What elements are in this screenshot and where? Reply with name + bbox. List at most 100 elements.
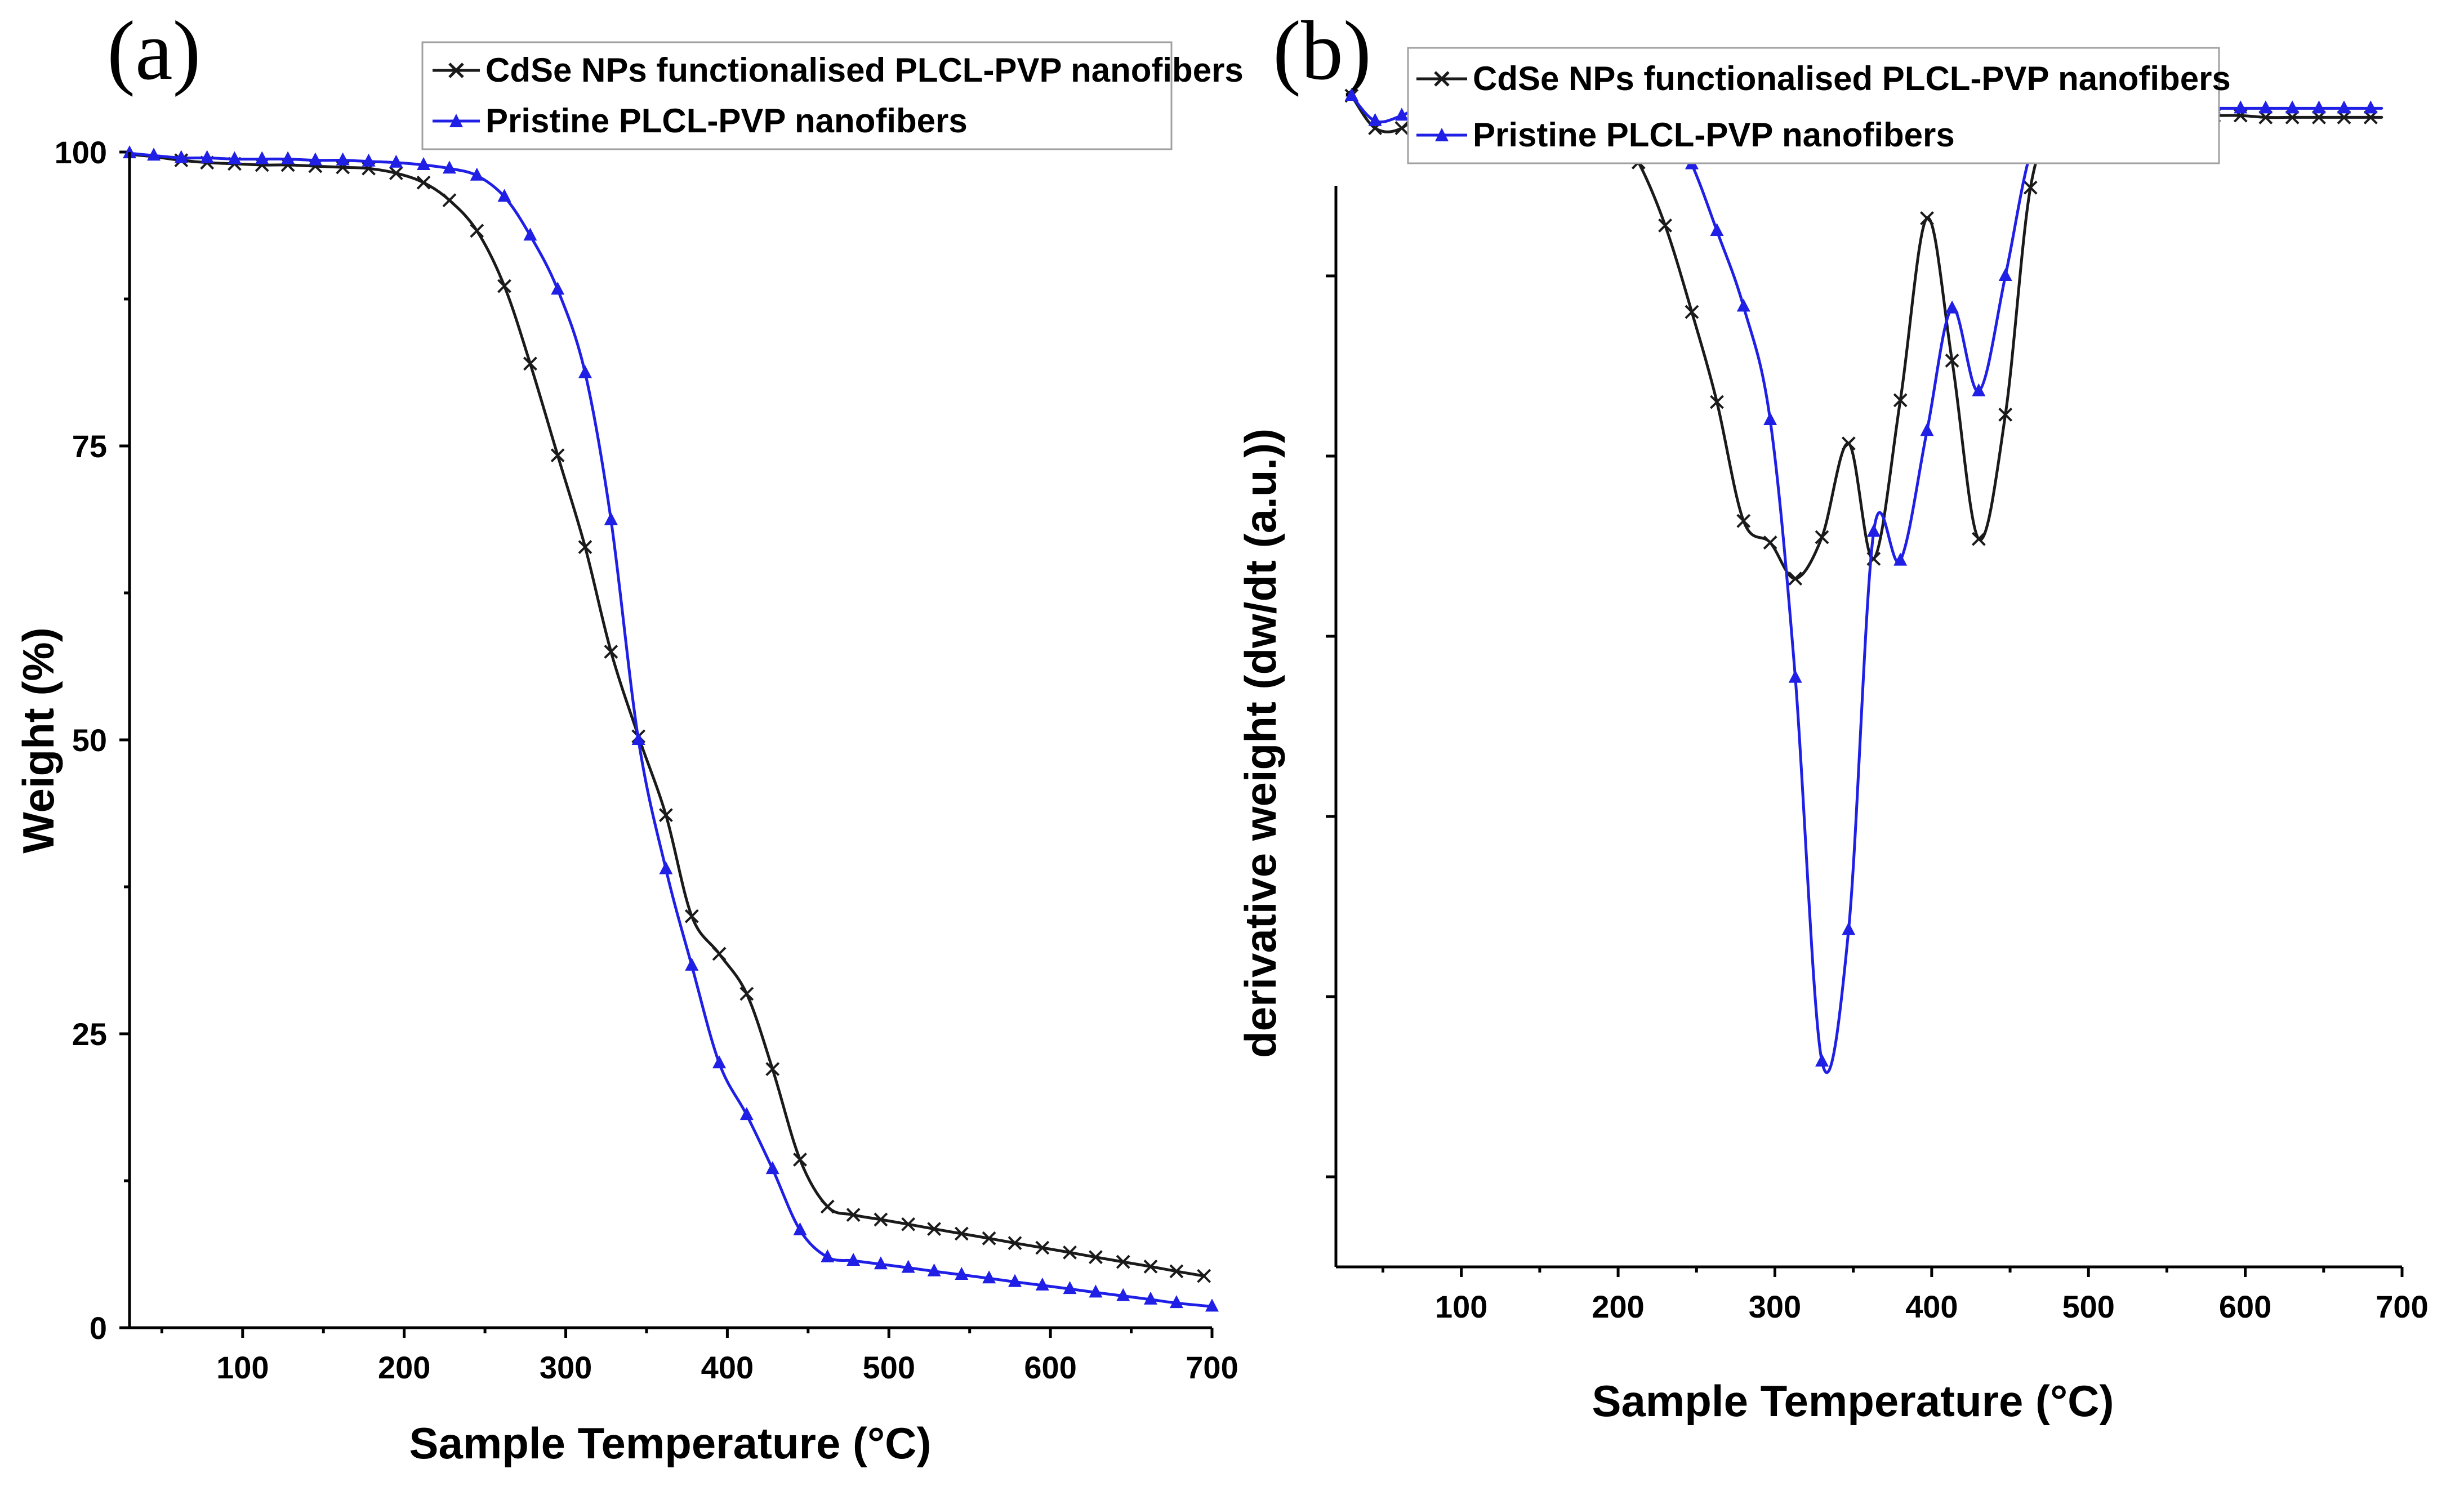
panel-a-legend-marker-x-icon <box>448 63 464 78</box>
panel-a-point-pristine <box>659 861 673 874</box>
panel-a-point-pristine <box>417 157 431 170</box>
panel-a-series-line-cdse <box>128 153 1206 1278</box>
panel-a: (a) 100 200 300 400 500 600 700 0 25 50 75 100 Samp… <box>14 4 1244 1468</box>
panel-b-point-cdse <box>1998 407 2013 422</box>
panel-b-point-pristine <box>1815 1053 1829 1067</box>
panel-a-y-axis-title: Weight (%) <box>14 627 63 854</box>
panel-b-point-pristine <box>2285 100 2300 114</box>
panel-a-point-cdse <box>497 279 511 293</box>
panel-a-point-pristine <box>281 151 295 164</box>
panel-b-point-cdse <box>1710 395 1724 409</box>
panel-a-point-cdse <box>604 644 618 659</box>
panel-b-point-cdse <box>1658 218 1673 233</box>
panel-b-point-cdse <box>1736 514 1751 528</box>
panel-b-point-pristine <box>1866 524 1881 537</box>
panel-b-point-pristine <box>1842 922 1856 935</box>
panel-a-point-pristine <box>874 1256 888 1270</box>
panel-a-point-cdse <box>954 1226 969 1241</box>
panel-a-point-cdse <box>658 808 673 823</box>
panel-a-point-cdse <box>846 1208 861 1222</box>
panel-a-point-cdse <box>389 166 403 180</box>
panel-a-point-cdse <box>1197 1269 1211 1283</box>
panel-a-point-pristine <box>123 145 136 159</box>
panel-b-label: (b) <box>1273 4 1371 97</box>
panel-b-point-pristine <box>1945 300 1959 314</box>
panel-a-y-tick-label: 50 <box>72 722 107 758</box>
panel-b-legend-box <box>1407 47 2220 164</box>
panel-a-point-pristine <box>955 1267 969 1280</box>
panel-b-point-pristine <box>2258 100 2273 114</box>
panel-a-point-pristine <box>255 151 269 164</box>
panel-a-point-cdse <box>684 909 699 923</box>
panel-b-point-cdse <box>2023 180 2038 195</box>
panel-a-x-tick-label: 600 <box>1024 1350 1076 1385</box>
panel-b-x-tick-label: 600 <box>2219 1289 2271 1324</box>
panel-a-label: (a) <box>107 4 200 97</box>
panel-a-point-cdse <box>523 356 537 371</box>
panel-b-x-tick-label: 400 <box>1905 1289 1958 1324</box>
panel-b-point-pristine <box>1710 223 1724 236</box>
panel-b-point-cdse <box>1394 121 1409 136</box>
panel-a-x-tick-label: 100 <box>216 1350 269 1385</box>
panel-a-point-pristine <box>1089 1284 1103 1298</box>
panel-b-point-cdse <box>1815 530 1829 544</box>
panel-a-point-cdse <box>927 1222 942 1236</box>
panel-b-point-pristine <box>1736 298 1750 312</box>
panel-b-point-cdse <box>1945 353 1959 368</box>
panel-a-point-cdse <box>820 1199 835 1214</box>
panel-b-legend-label-cdse: CdSe NPs functionalised PLCL-PVP nanofib… <box>1473 60 2231 97</box>
panel-a-point-pristine <box>1008 1274 1022 1287</box>
panel-b-point-pristine <box>1394 108 1409 121</box>
panel-a-legend-label-pristine: Pristine PLCL-PVP nanofibers <box>485 102 968 140</box>
panel-b-point-pristine <box>1893 552 1908 566</box>
panel-a-point-pristine <box>1205 1298 1219 1312</box>
panel-a-point-cdse <box>1143 1260 1158 1274</box>
panel-a-x-tick-label: 500 <box>863 1350 915 1385</box>
panel-a-y-tick-label: 25 <box>72 1016 107 1052</box>
panel-a-point-pristine <box>389 154 403 168</box>
panel-a-point-pristine <box>1116 1288 1130 1301</box>
panel-a-point-cdse <box>874 1212 888 1227</box>
panel-a-point-pristine <box>497 189 511 202</box>
panel-a-point-pristine <box>927 1263 941 1276</box>
panel-a-point-pristine <box>442 160 456 174</box>
panel-b-legend-marker-triangle-icon <box>1435 128 1449 141</box>
panel-b-point-cdse <box>1920 211 1934 226</box>
panel-a-point-cdse <box>442 193 457 208</box>
panel-a-point-pristine <box>712 1055 727 1069</box>
panel-b-point-cdse <box>1763 535 1777 550</box>
panel-a-point-cdse <box>982 1231 996 1246</box>
panel-a-point-pristine <box>821 1249 835 1262</box>
panel-a-point-cdse <box>416 175 431 190</box>
panel-a-point-pristine <box>1169 1295 1183 1309</box>
panel-a-x-axis-title: Sample Temperature (°C) <box>409 1418 932 1468</box>
panel-a-point-pristine <box>604 512 618 525</box>
panel-b-ticks: 100 200 300 400 500 600 700 <box>1326 274 2429 1324</box>
panel-b-x-axis-title: Sample Temperature (°C) <box>1592 1376 2114 1426</box>
panel-b-x-tick-label: 300 <box>1749 1289 1801 1324</box>
panel-b-point-pristine <box>1788 669 1802 683</box>
panel-b-legend-label-pristine: Pristine PLCL-PVP nanofibers <box>1473 116 1955 154</box>
panel-b-y-axis-title: derivative weight (dw/dt (a.u.)) <box>1236 428 1285 1058</box>
panel-a-point-pristine <box>846 1252 861 1266</box>
panel-b-point-pristine <box>1920 423 1934 436</box>
panel-a-ticks: 100 200 300 400 500 600 700 0 25 50 75 100 <box>55 135 1238 1385</box>
panel-a-point-cdse <box>1116 1255 1130 1269</box>
panel-a-point-cdse <box>1035 1240 1050 1255</box>
panel-a-point-cdse <box>1089 1250 1103 1265</box>
panel-a-x-tick-label: 700 <box>1186 1350 1238 1385</box>
panel-a-point-cdse <box>1008 1236 1022 1251</box>
panel-a-point-pristine <box>765 1161 779 1175</box>
panel-a-point-pristine <box>228 151 242 164</box>
panel-a-point-cdse <box>470 224 484 238</box>
panel-a-point-pristine <box>308 152 322 166</box>
panel-b-point-pristine <box>1972 383 1986 396</box>
panel-b-point-pristine <box>1998 268 2012 281</box>
panel-a-point-pristine <box>901 1260 915 1273</box>
panel-a-point-cdse <box>712 947 727 961</box>
panel-a-point-pristine <box>1143 1291 1157 1305</box>
panel-b-point-pristine <box>2234 100 2248 114</box>
panel-a-x-tick-label: 200 <box>378 1350 430 1385</box>
